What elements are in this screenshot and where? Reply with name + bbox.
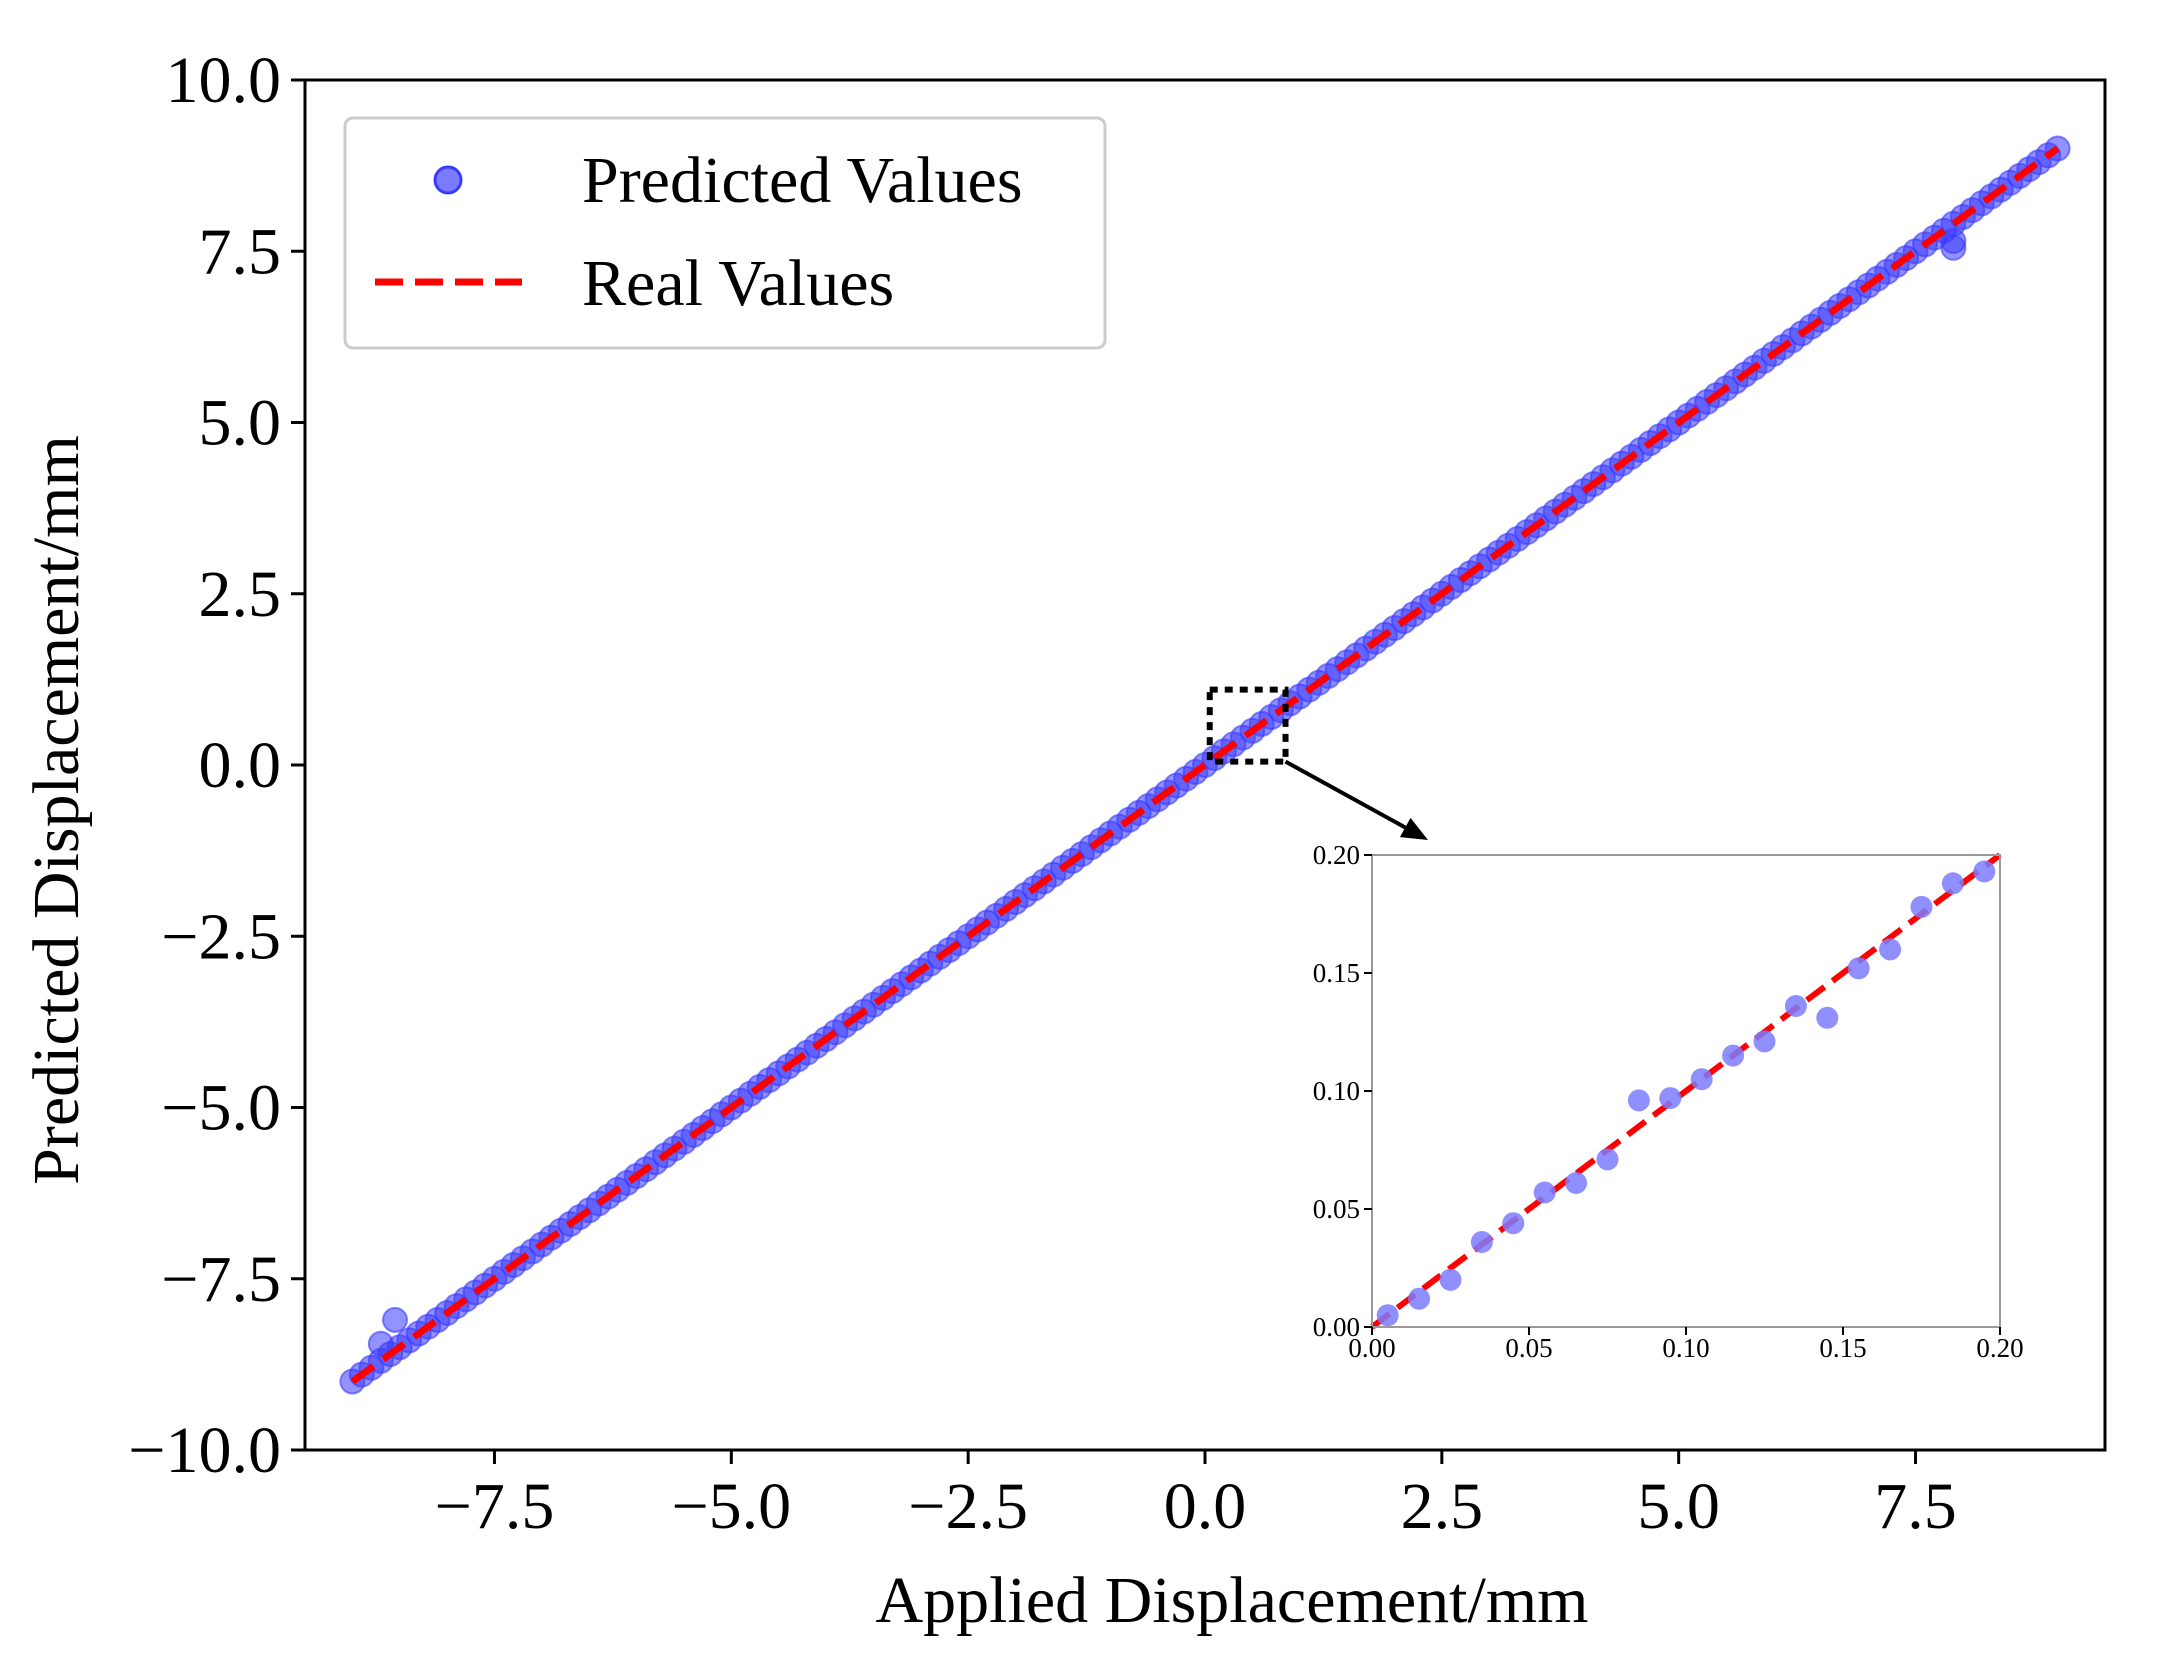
inset-plot: 0.00 0.05 0.10 0.15 0.20 0.200.150.100.050.0… [1313,840,2024,1363]
zoom-box [1206,686,1289,765]
y-tick-label: −7.5 [161,1243,281,1316]
main-plot: −7.5 −5.0 −2.5 0.0 2.5 5.0 7.5 10.0 7.5 5.0 2.5 0.… [128,44,2107,1543]
x-tick-label: 7.5 [1874,1470,1957,1543]
inset-x-tick-label: 0.05 [1505,1333,1552,1363]
inset-predicted-point [1941,872,1964,895]
inset-y-tick-label: 0.20 [1313,840,1360,870]
x-tick-label: −5.0 [671,1470,791,1543]
predicted-point-outlier [1940,228,1967,254]
inset-predicted-point [1502,1212,1525,1235]
y-tick-label: −2.5 [161,900,281,973]
inset-predicted-point [1879,938,1902,961]
legend-box [343,116,1107,350]
y-tick-label: 10.0 [166,44,282,117]
inset-x-tick-label: 0.15 [1819,1333,1866,1363]
x-tick-label: 0.0 [1164,1470,1247,1543]
x-tick-label: 2.5 [1401,1470,1484,1543]
legend-real-label: Real Values [582,247,894,320]
inset-predicted-point [1533,1181,1556,1204]
zoom-arrow [1284,759,1407,830]
inset-x-tick-label: 0.20 [1976,1333,2023,1363]
y-tick-label: −10.0 [128,1414,281,1487]
inset-y-tick-label: 0.00 [1313,1312,1360,1342]
zoom-arrow-head [1399,817,1428,840]
y-tick-label: 7.5 [199,215,282,288]
inset-predicted-point [1910,895,1933,918]
y-tick-label: 5.0 [199,387,282,460]
real-values-line [350,145,2060,1385]
x-tick-label: 5.0 [1637,1470,1720,1543]
inset-predicted-point [1439,1268,1462,1291]
inset-predicted-point [1816,1006,1839,1029]
inset-predicted-point [1596,1148,1619,1171]
inset-scatter-points [1376,860,1996,1327]
zoom-annotation [1206,686,1428,840]
inset-predicted-point [1376,1304,1399,1327]
main-x-axis-ticks: −7.5 −5.0 −2.5 0.0 2.5 5.0 7.5 [435,1450,1957,1543]
x-tick-label: −2.5 [908,1470,1028,1543]
inset-x-axis-ticks: 0.00 0.05 0.10 0.15 0.20 [1348,1327,2024,1363]
inset-predicted-point [1973,860,1996,883]
inset-y-tick-label: 0.05 [1313,1194,1360,1224]
y-axis-title: Predicted Displacement/mm [20,435,93,1185]
predicted-point-outlier [367,1330,394,1357]
inset-predicted-point [1659,1087,1682,1110]
inset-predicted-point [1847,957,1870,980]
x-tick-label: −7.5 [435,1470,555,1543]
legend-predicted-label: Predicted Values [582,144,1023,217]
inset-y-axis-ticks: 0.20 0.15 0.10 0.05 0.00 [1313,840,1372,1342]
inset-predicted-point [1784,995,1807,1017]
predicted-point-outlier [382,1306,408,1333]
legend: Predicted Values Real Values [343,116,1107,350]
inset-predicted-point [1690,1068,1713,1091]
y-tick-label: −5.0 [161,1072,281,1145]
y-tick-label: 2.5 [199,558,282,631]
main-y-axis-ticks: 10.0 7.5 5.0 2.5 0.0 −2.5 −5.0 −7.5 −10.0 [128,44,305,1487]
x-axis-title: Applied Displacement/mm [875,1564,1588,1637]
main-real-values-line [350,145,2060,1385]
inset-predicted-point [1627,1089,1650,1112]
inset-y-tick-label: 0.10 [1313,1076,1360,1106]
legend-predicted-marker [433,165,463,195]
inset-x-tick-label: 0.10 [1662,1333,1709,1363]
inset-y-tick-label: 0.15 [1313,958,1360,988]
inset-predicted-point [1470,1231,1493,1253]
inset-x-tick-label: 0.00 [1348,1333,1395,1363]
inset-predicted-point [1722,1044,1745,1067]
y-tick-label: 0.0 [199,729,282,802]
inset-predicted-point [1565,1172,1588,1194]
inset-predicted-point [1753,1030,1776,1053]
inset-predicted-point [1408,1287,1431,1310]
